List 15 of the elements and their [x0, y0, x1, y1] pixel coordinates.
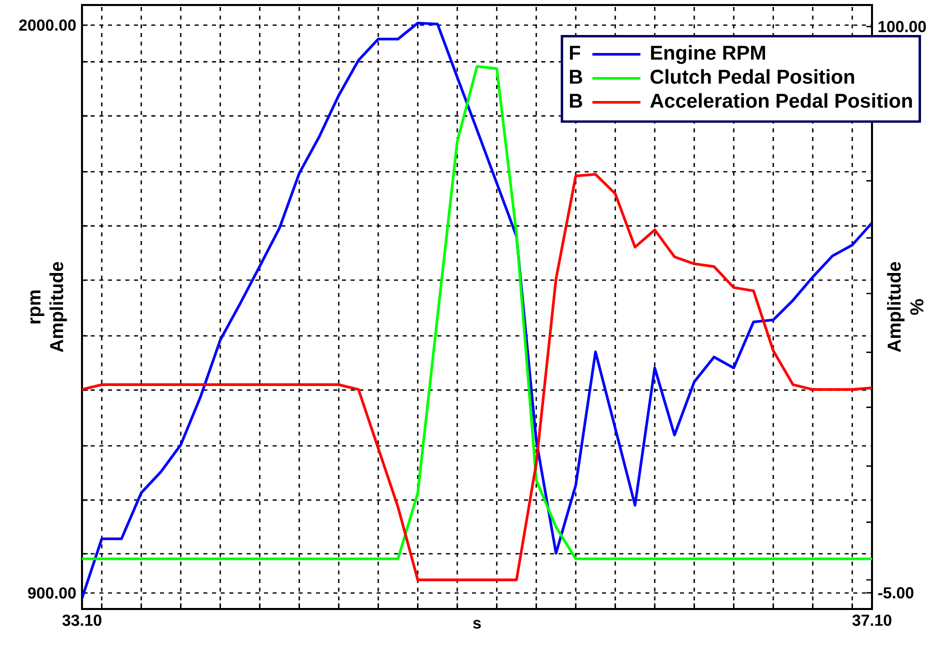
x-tick-label: 37.10	[852, 614, 892, 626]
legend-label: Engine RPM	[651, 45, 766, 64]
annotation: F	[570, 46, 580, 60]
y-tick-label: 2000.00	[19, 19, 76, 31]
y2-tick-label: 100.00	[878, 20, 926, 32]
y2-tick-label: -5.00	[878, 587, 914, 598]
y2-axis-title: Amplitude %	[887, 262, 924, 352]
y-axis-title: rpm Amplitude	[30, 262, 67, 352]
legend-label: Acceleration Pedal Position	[650, 93, 912, 108]
x-tick-label: 33.10	[62, 614, 102, 626]
legend-label: Clutch Pedal Position	[650, 69, 854, 84]
x-axis-title: s	[473, 620, 481, 629]
annotation: B	[570, 94, 582, 108]
annotation: B	[570, 70, 582, 84]
y-tick-label: 900.00	[28, 587, 76, 599]
